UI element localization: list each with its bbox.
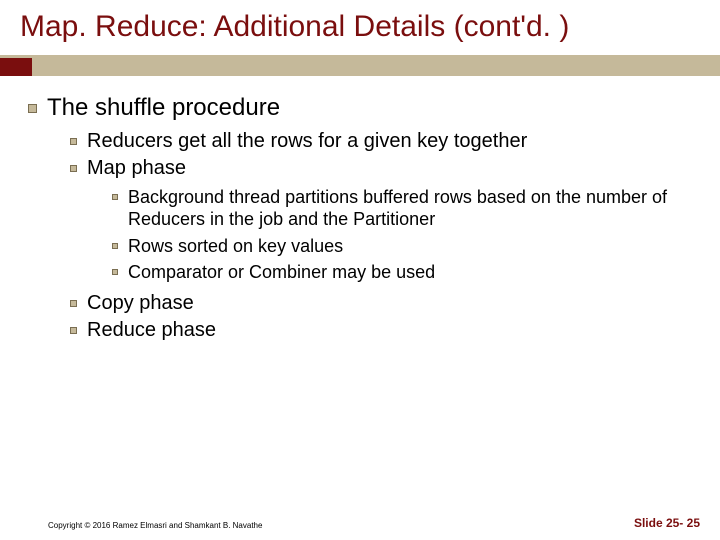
bullet-l1: The shuffle procedure — [28, 94, 692, 122]
bullet-text: Rows sorted on key values — [128, 235, 343, 258]
square-bullet-icon — [112, 269, 118, 275]
title-area: Map. Reduce: Additional Details (cont'd.… — [0, 0, 720, 58]
bullet-text: Reducers get all the rows for a given ke… — [87, 130, 527, 153]
square-bullet-icon — [112, 194, 118, 200]
accent-notch — [0, 58, 32, 76]
slide-number: Slide 25- 25 — [634, 516, 700, 530]
square-bullet-icon — [28, 104, 37, 113]
square-bullet-icon — [70, 138, 77, 145]
bullet-text: Map phase — [87, 157, 186, 180]
footer: Copyright © 2016 Ramez Elmasri and Shamk… — [0, 516, 720, 530]
square-bullet-icon — [112, 243, 118, 249]
square-bullet-icon — [70, 300, 77, 307]
l2-group: Reducers get all the rows for a given ke… — [28, 130, 692, 342]
bullet-l3: Comparator or Combiner may be used — [112, 261, 692, 284]
bullet-text: Background thread partitions buffered ro… — [128, 186, 692, 231]
accent-bar — [0, 58, 720, 76]
bullet-text: Reduce phase — [87, 319, 216, 342]
bullet-l2: Copy phase — [70, 292, 692, 315]
l3-group: Background thread partitions buffered ro… — [70, 186, 692, 284]
square-bullet-icon — [70, 165, 77, 172]
bullet-l2: Map phase — [70, 157, 692, 180]
bullet-text: The shuffle procedure — [47, 94, 280, 122]
bullet-text: Comparator or Combiner may be used — [128, 261, 435, 284]
bullet-l3: Background thread partitions buffered ro… — [112, 186, 692, 231]
slide-title: Map. Reduce: Additional Details (cont'd.… — [20, 10, 700, 45]
copyright-text: Copyright © 2016 Ramez Elmasri and Shamk… — [48, 521, 262, 530]
bullet-l2: Reducers get all the rows for a given ke… — [70, 130, 692, 153]
bullet-l2: Reduce phase — [70, 319, 692, 342]
square-bullet-icon — [70, 327, 77, 334]
bullet-l3: Rows sorted on key values — [112, 235, 692, 258]
bullet-text: Copy phase — [87, 292, 194, 315]
content-area: The shuffle procedure Reducers get all t… — [0, 76, 720, 342]
